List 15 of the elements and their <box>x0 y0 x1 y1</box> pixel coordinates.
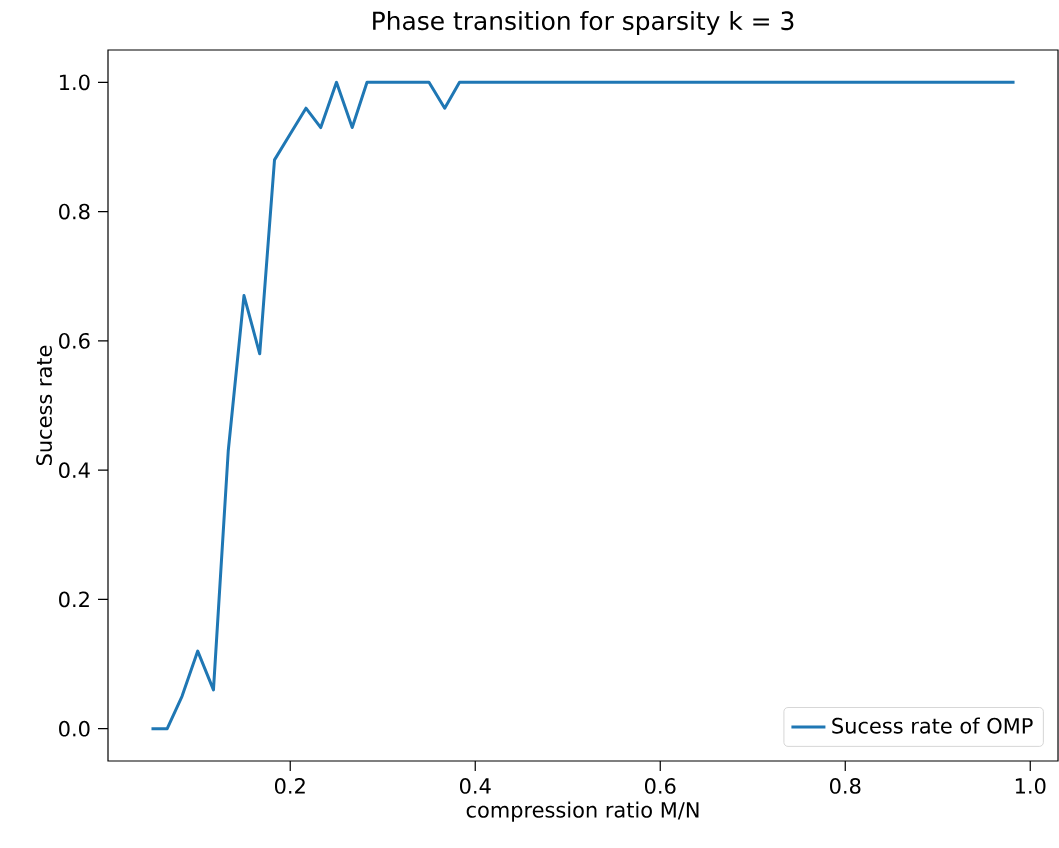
y-tick-label: 0.8 <box>59 203 90 220</box>
x-tick-label: 0.6 <box>644 778 676 794</box>
x-tick-label: 1.0 <box>1015 778 1046 794</box>
y-axis-title: Sucess rate <box>36 345 52 466</box>
y-tick-label: 1.0 <box>59 74 90 91</box>
x-tick-label: 0.2 <box>274 778 305 794</box>
x-tick-label: 0.4 <box>459 778 491 794</box>
legend-label: Sucess rate of OMP <box>832 717 1033 734</box>
x-axis-title: compression ratio M/N <box>466 801 699 822</box>
y-tick-label: 0.2 <box>59 591 89 608</box>
y-tick-label: 0.6 <box>59 332 90 349</box>
chart-title: Phase transition for sparsity k = 3 <box>373 10 794 36</box>
y-tick-label: 0.0 <box>59 720 90 737</box>
x-tick-label: 0.8 <box>829 778 861 794</box>
y-tick-label: 0.4 <box>59 462 90 479</box>
